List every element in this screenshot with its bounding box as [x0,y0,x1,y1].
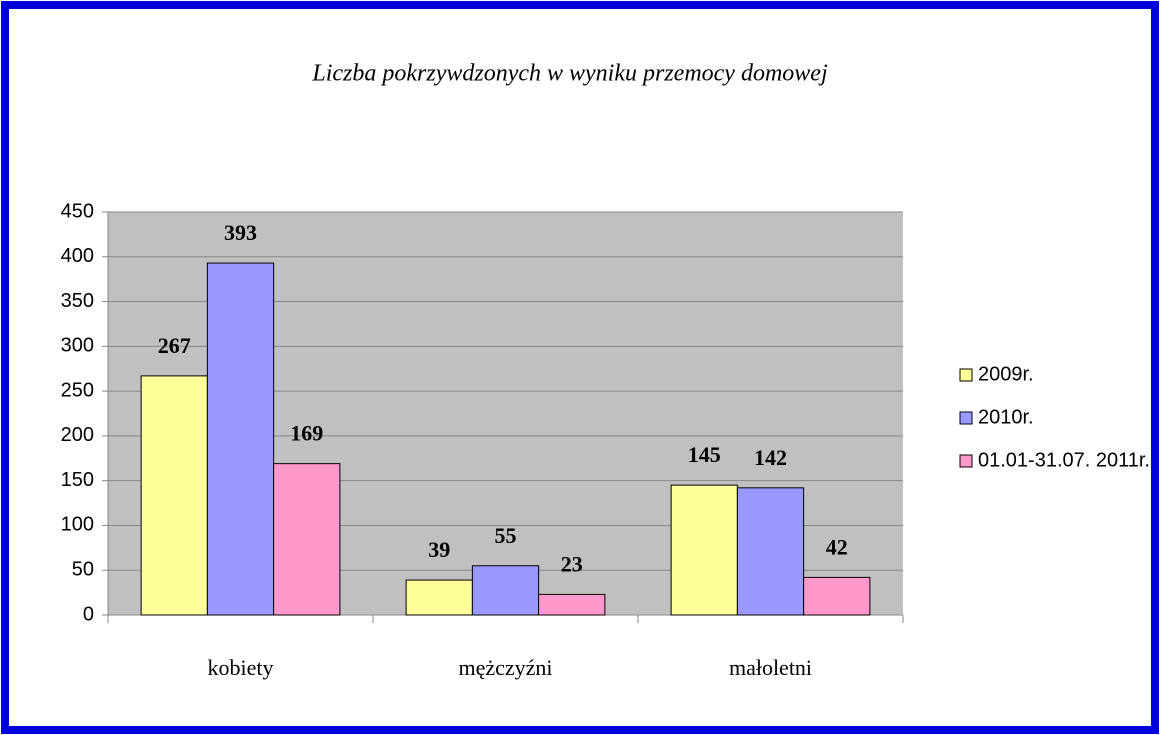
legend-label: 2009r. [978,363,1034,385]
legend-swatch [959,454,973,468]
data-label: 393 [224,220,257,245]
data-label: 145 [688,442,721,467]
x-tick-label: kobiety [208,655,274,680]
bar [670,484,738,616]
bar [273,463,341,616]
y-tick-label: 100 [61,514,94,536]
y-tick-label: 300 [61,335,94,357]
legend-swatch [959,411,973,425]
x-tick-label: małoletni [729,655,812,680]
y-tick-label: 400 [61,245,94,267]
x-tick-label: mężczyźni [458,655,552,680]
data-label: 42 [826,534,848,559]
data-label: 55 [495,523,517,548]
bar [206,262,275,616]
data-label: 267 [158,333,191,358]
data-label: 39 [428,537,450,562]
data-label: 23 [561,551,583,576]
data-label: 169 [290,421,323,446]
bar [471,565,540,616]
y-tick-label: 150 [61,469,94,491]
bar [538,593,606,616]
bar [140,375,208,616]
legend-label: 2010r. [978,406,1034,428]
bar [405,579,473,616]
data-label: 142 [754,445,787,470]
y-tick-label: 450 [61,200,94,222]
bar [803,576,871,616]
chart-title: Liczba pokrzywdzonych w wyniku przemocy … [311,61,828,87]
y-tick-label: 250 [61,379,94,401]
legend-swatch [959,368,973,382]
y-tick-label: 0 [83,603,94,625]
legend-label: 01.01-31.07. 2011r. [978,449,1150,471]
y-tick-label: 200 [61,424,94,446]
y-tick-label: 50 [72,559,94,581]
y-tick-label: 350 [61,290,94,312]
bar [736,487,805,616]
